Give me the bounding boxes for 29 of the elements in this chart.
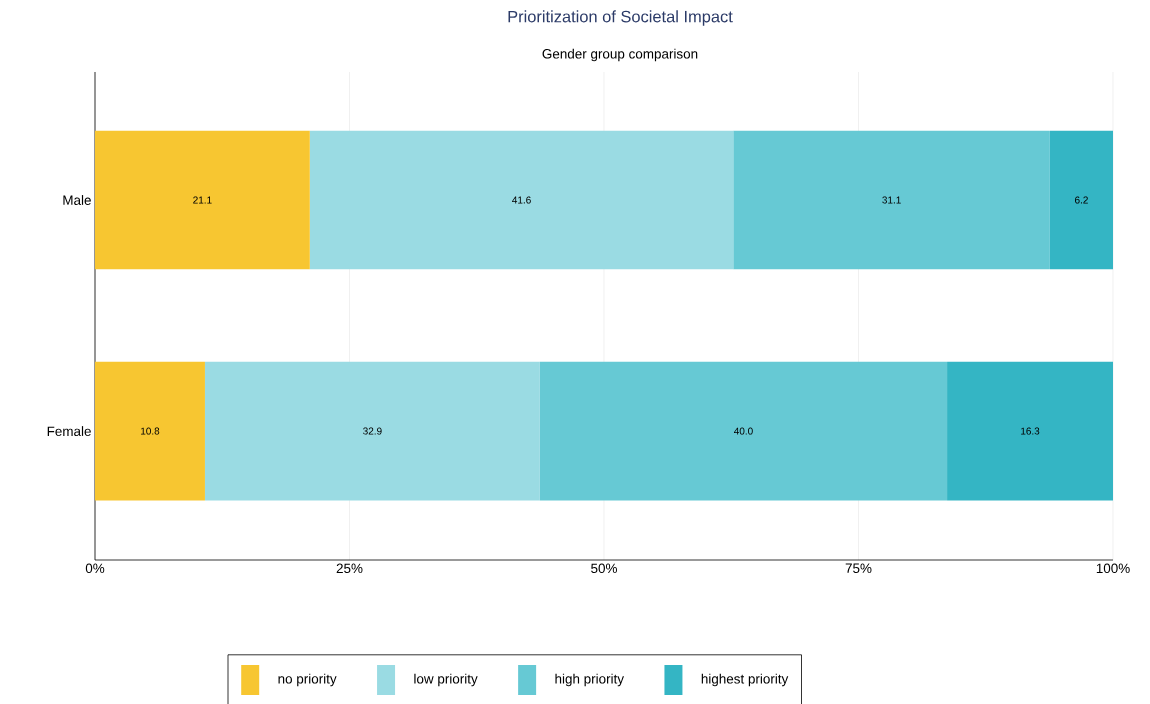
x-tick-label: 75% — [845, 563, 872, 573]
legend-label: highest priority — [701, 673, 789, 687]
x-tick-label: 25% — [336, 563, 363, 574]
data-label: 41.6 — [512, 196, 531, 204]
bar — [1049, 130, 1113, 270]
x-tick-label: 0% — [85, 563, 105, 574]
data-label: 6.2 — [1075, 196, 1088, 204]
data-label: 16.3 — [1021, 427, 1040, 435]
data-label: 10.8 — [141, 427, 160, 435]
legend-label: high priority — [555, 673, 624, 687]
chart-title: Prioritization of Societal Impact — [508, 10, 733, 26]
x-tick-label: 50% — [591, 563, 617, 574]
bar — [95, 361, 205, 501]
x-tick-label: 100% — [1096, 563, 1130, 574]
bar — [733, 130, 1050, 270]
y-tick-label: Male — [63, 195, 91, 205]
legend-label: low priority — [414, 673, 478, 687]
chart-subtitle: Gender group comparison — [542, 48, 698, 62]
y-tick-label: Female — [47, 426, 91, 436]
bar — [95, 130, 310, 270]
bar — [947, 361, 1113, 501]
bar — [539, 361, 948, 501]
legend-label: no priority — [278, 673, 337, 687]
bar — [204, 361, 540, 501]
data-label: 40.0 — [734, 427, 753, 435]
data-label: 31.1 — [882, 196, 901, 204]
bar — [309, 130, 734, 270]
data-label: 21.1 — [193, 196, 212, 204]
data-label: 32.9 — [363, 427, 382, 435]
